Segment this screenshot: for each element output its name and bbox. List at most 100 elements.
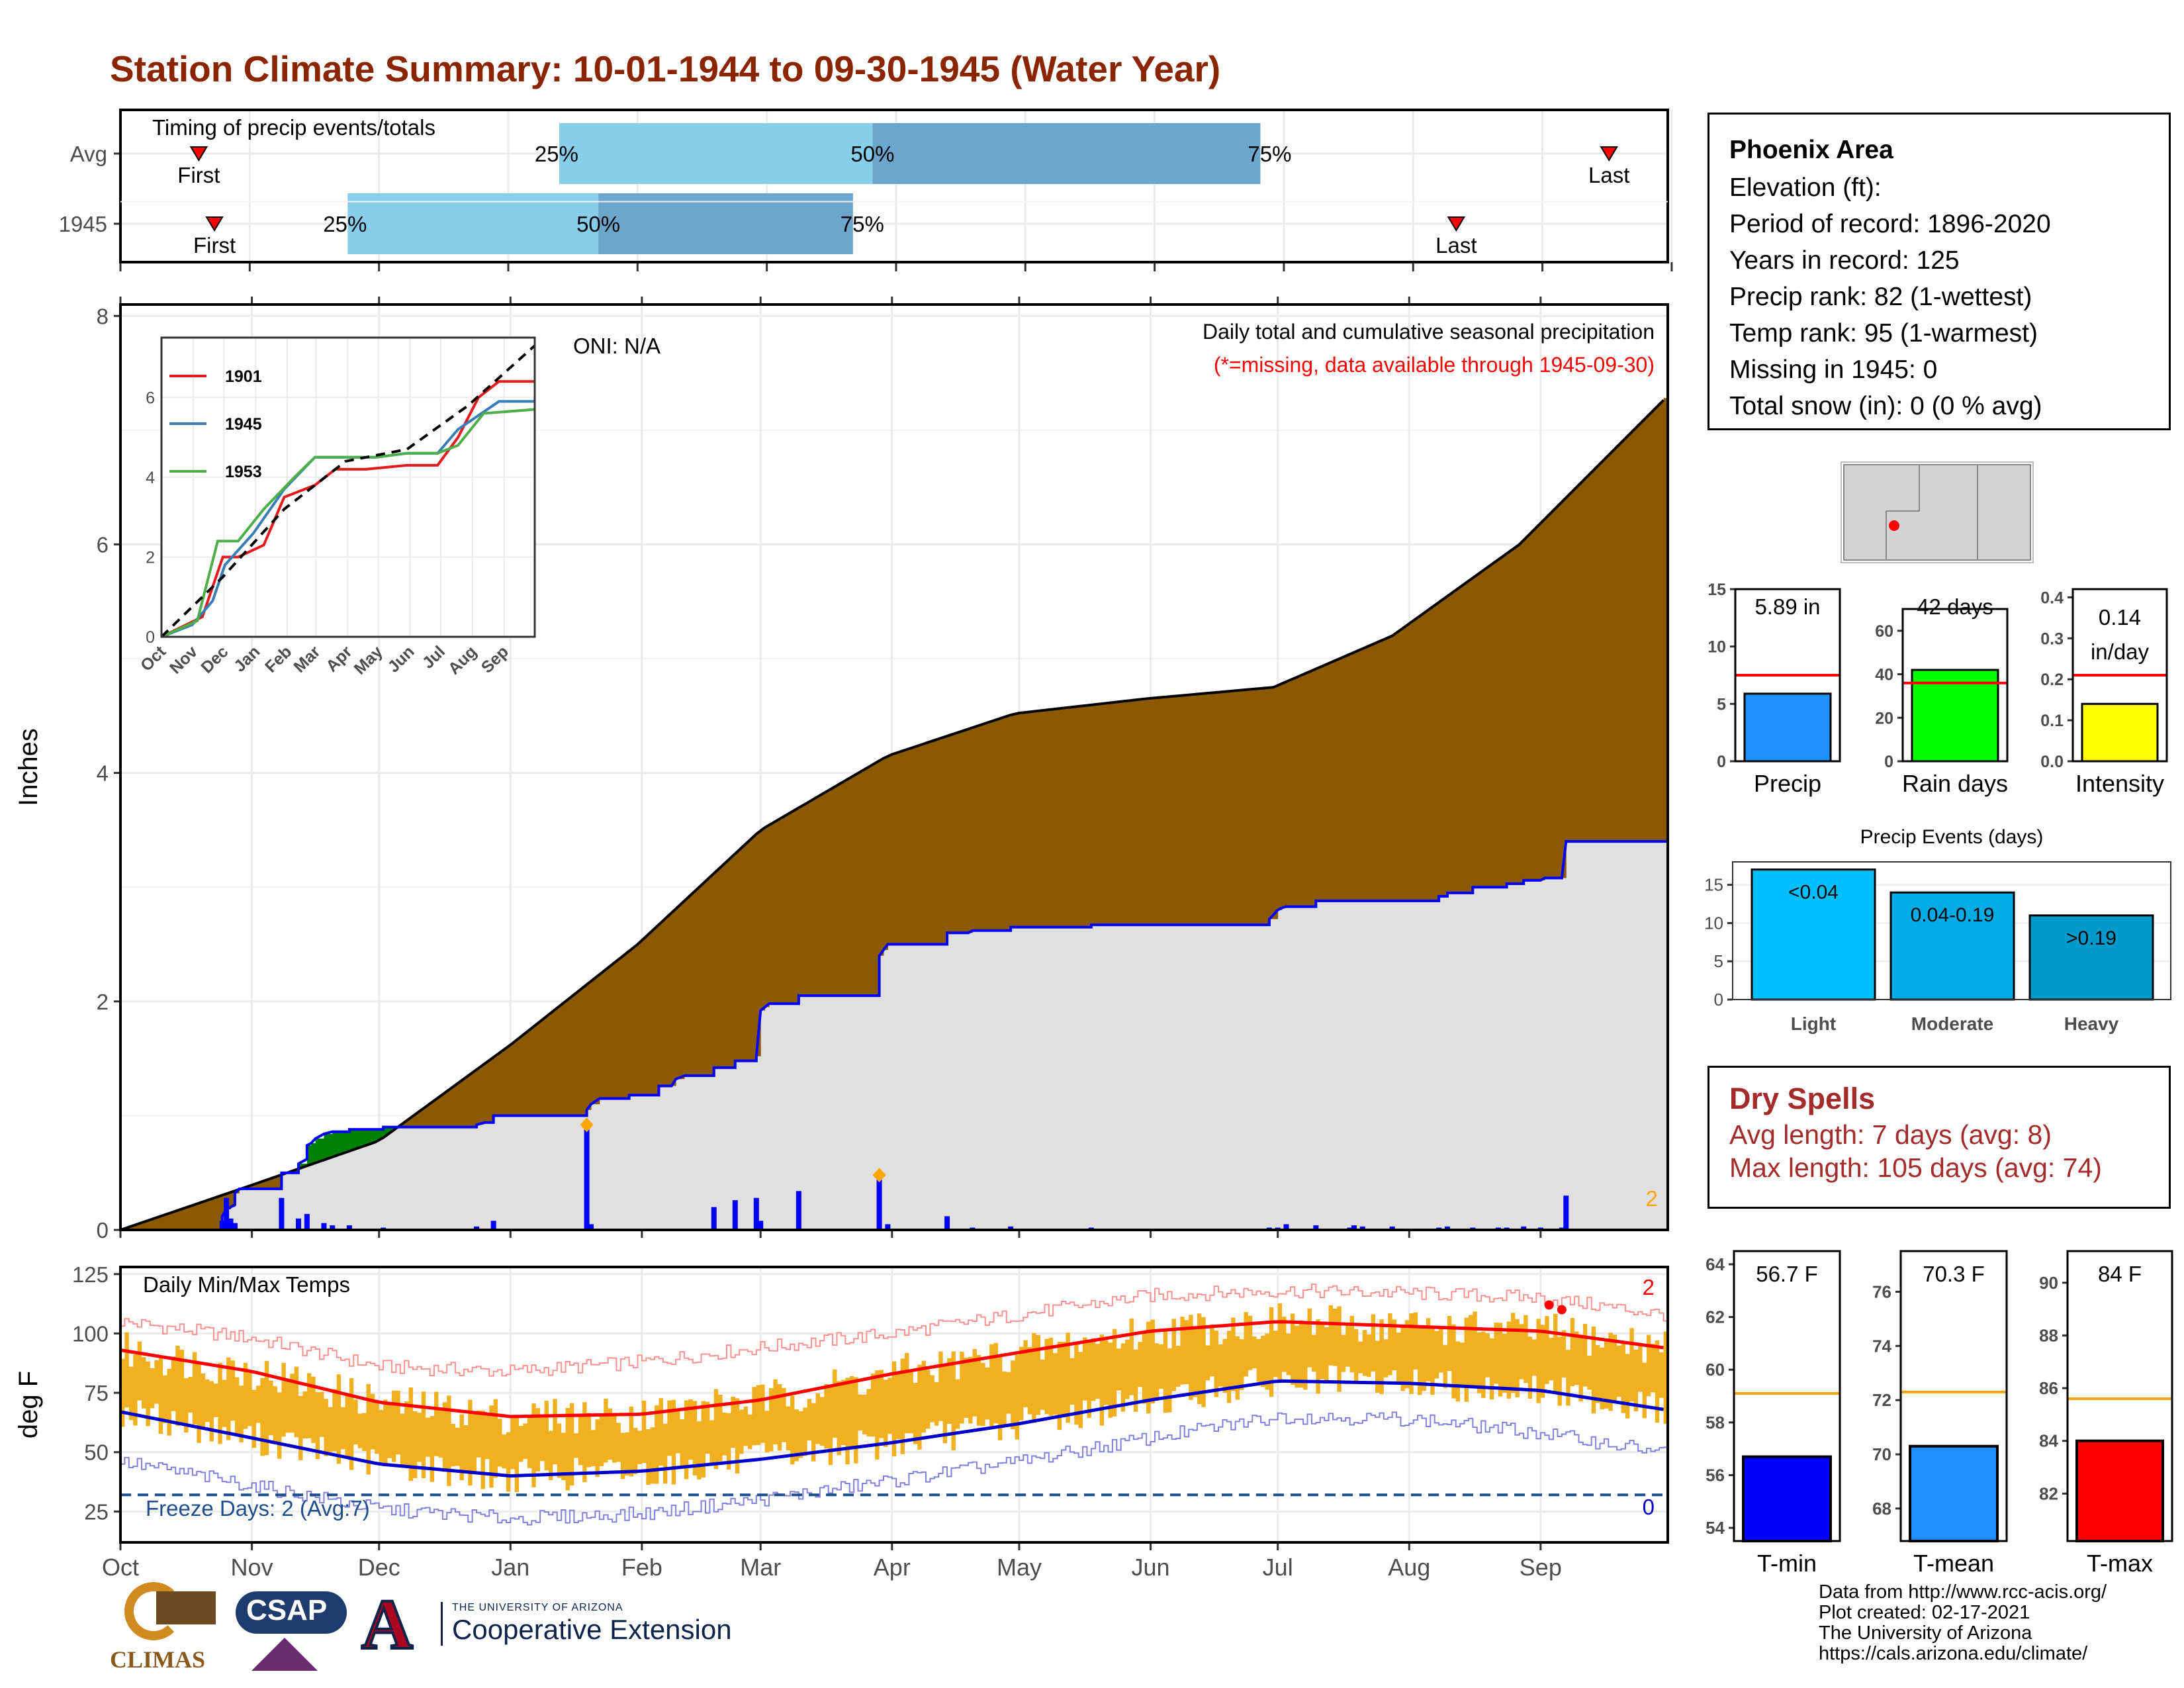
temps-ytick-label: 50 (84, 1440, 109, 1465)
events-range-label: 0.04-0.19 (1911, 904, 1995, 926)
precip-events-chart: Precip Events (days) 0 5 10 15 <0.04 Light 0.04… (1704, 826, 2171, 1034)
temps-frame (119, 1266, 1669, 1544)
temps-record-marker-icon (1544, 1300, 1554, 1310)
credit-line-4: https://cals.arizona.edu/climate/ (1819, 1643, 2088, 1664)
summary-bar-label: Precip (1754, 770, 1821, 797)
summary-bar-frame (1734, 588, 1841, 763)
precip-ytick-label: 8 (97, 304, 109, 328)
ua-logo: A (360, 1585, 441, 1668)
timing-marker-icon (189, 146, 208, 162)
summary-ytick-label: 60 (1875, 622, 1893, 641)
precip-deficit-area (120, 398, 1668, 1231)
precip-daily-bar (1008, 1226, 1014, 1230)
events-ytick-label: 15 (1704, 875, 1723, 895)
summary-ytick-label: 5 (1717, 695, 1726, 714)
precip-daily-bar (885, 1224, 891, 1230)
inset-legend-label: 1953 (225, 463, 262, 481)
station-precip-rank: Precip rank: 82 (1-wettest) (1729, 283, 2032, 311)
precip-daily-bar (1359, 1226, 1365, 1230)
temps-count-high: 2 (1643, 1275, 1655, 1299)
precip-frame (119, 303, 1669, 1231)
station-info-box: Phoenix Area Elevation (ft): Period of r… (1707, 113, 2171, 430)
ua-letter: A (360, 1585, 414, 1664)
temps-xtick-label: Aug (1388, 1554, 1430, 1581)
precip-daily-bar (490, 1221, 496, 1230)
events-bar-label: Heavy (2064, 1013, 2119, 1034)
tbar-ytick-label: 72 (1872, 1390, 1891, 1410)
summary-bars: 0 5 10 15 5.89 in Precip 0 20 40 60 42 days Rain da… (1707, 581, 2168, 797)
summary-value-label: 42 days (1917, 594, 1993, 619)
temps-ytick-label: 125 (72, 1262, 109, 1287)
tbar-ytick-label: 82 (2039, 1483, 2058, 1503)
timing-q75-label: 75% (841, 212, 884, 236)
precip-ytick-label: 6 (97, 532, 109, 557)
tbar-ytick-label: 88 (2039, 1325, 2058, 1345)
timing-q25-q50-bar (559, 123, 873, 184)
precip-daily-bar (758, 1221, 764, 1230)
precip-oni-label: ONI: N/A (573, 334, 660, 358)
csap-cloud-icon (236, 1591, 347, 1634)
tbar-ytick-label: 58 (1706, 1413, 1725, 1432)
temps-avg-max-line (120, 1320, 1664, 1419)
inset-series-line (161, 408, 535, 638)
events-bar (1889, 891, 2015, 1001)
precip-daily-bar (232, 1223, 238, 1230)
timing-marker-icon (1447, 216, 1466, 232)
tbar-ytick-label: 56 (1706, 1465, 1725, 1485)
inset-ytick-label: 4 (146, 469, 155, 487)
precip-daily-bar (1389, 1226, 1395, 1230)
timing-row-label: 1945 (59, 212, 107, 236)
dry-spells-title: Dry Spells (1729, 1082, 1876, 1115)
tbar-label: T-max (2087, 1550, 2153, 1577)
inset-avg-line (160, 344, 536, 638)
tbar-bar (2075, 1439, 2164, 1543)
precip-daily-bar (1313, 1225, 1319, 1230)
temp-bars: 54 56 58 60 62 64 56.7 F T-min 68 70 72 74 76 70.3 F T… (1706, 1250, 2173, 1577)
precip-ylabel: Inches (14, 728, 43, 806)
map-state-east (1977, 464, 2031, 561)
station-name: Phoenix Area (1729, 136, 1893, 164)
precip-base-area (120, 841, 1668, 1230)
timing-marker-icon (205, 216, 224, 232)
summary-bar-frame (2071, 588, 2168, 763)
precip-ytick-label: 0 (97, 1218, 109, 1243)
precip-daily-bar (330, 1225, 336, 1230)
timing-q25-q50-bar (347, 193, 599, 254)
station-snow: Total snow (in): 0 (0 % avg) (1729, 392, 2042, 420)
timing-row-label: Avg (70, 142, 107, 166)
inset-ytick-label: 6 (146, 389, 155, 407)
precip-missing-label: (*=missing, data available through 1945-… (1214, 353, 1655, 377)
summary-ytick-label: 0.3 (2040, 630, 2064, 648)
precip-daily-bar (224, 1197, 230, 1230)
timing-q75-label: 75% (1248, 142, 1291, 166)
timing-marker-label: Last (1435, 233, 1477, 258)
events-range-label: >0.19 (2066, 927, 2116, 949)
precip-daily-bar (304, 1213, 310, 1230)
inset-frame (160, 336, 536, 638)
summary-ytick-label: 10 (1707, 638, 1726, 657)
temps-xtick-label: Sep (1520, 1554, 1562, 1581)
coop-big-text: Cooperative Extension (452, 1614, 732, 1645)
events-bar-label: Moderate (1911, 1013, 1993, 1034)
timing-panel: 25% 50% 75% First Last Avg 25% 50% 75% First Last 1… (59, 109, 1673, 271)
csap-logo: CSAP (236, 1582, 348, 1681)
temps-ytick-label: 100 (72, 1321, 109, 1346)
precip-daily-bar (1283, 1224, 1289, 1230)
tbar-bar (1909, 1444, 1999, 1543)
precip-ytick-label: 4 (97, 761, 109, 786)
inset-ytick-label: 0 (146, 628, 155, 647)
summary-bar (1743, 692, 1832, 763)
precip-daily-bar (944, 1216, 950, 1230)
temps-xtick-label: Mar (740, 1554, 781, 1581)
events-title: Precip Events (days) (1860, 826, 2044, 848)
station-period: Period of record: 1896-2020 (1729, 210, 2051, 238)
summary-bar (2081, 702, 2159, 763)
temps-panel: 25 50 75 100 125 Oct Nov Dec Jan Feb Mar Apr May Jun J… (14, 1262, 1669, 1581)
credit-line-3: The University of Arizona (1819, 1622, 2032, 1644)
precip-desc-label: Daily total and cumulative seasonal prec… (1203, 320, 1655, 344)
precip-daily-bar (474, 1226, 480, 1230)
timing-frame (119, 109, 1669, 263)
timing-q50-q75-bar (872, 123, 1261, 184)
precip-daily-bar (296, 1218, 302, 1230)
station-years: Years in record: 125 (1729, 246, 1960, 275)
